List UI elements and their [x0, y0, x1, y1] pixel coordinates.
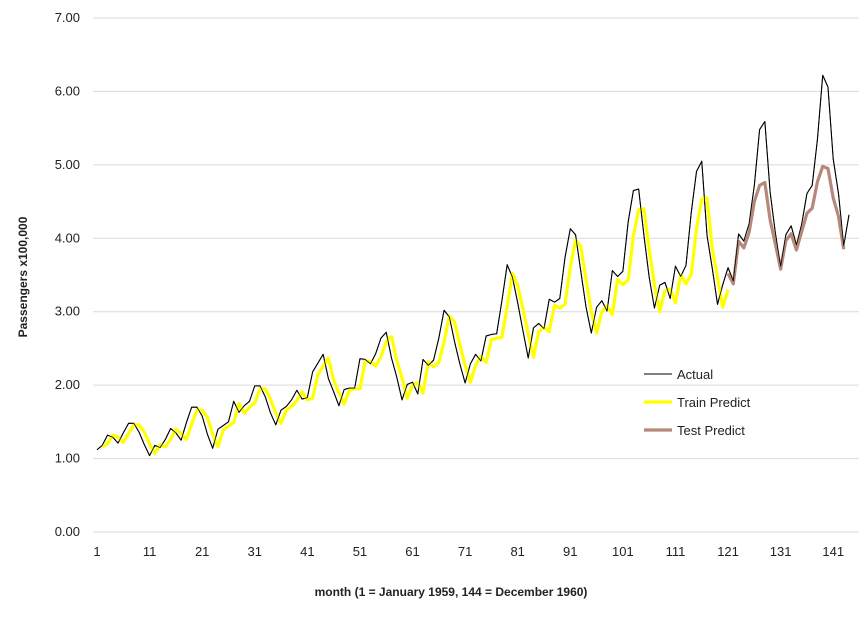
x-tick-label: 31: [248, 544, 262, 559]
x-tick-label: 51: [353, 544, 367, 559]
y-tick-label: 1.00: [55, 451, 80, 466]
x-tick-label: 41: [300, 544, 314, 559]
y-tick-label: 5.00: [55, 157, 80, 172]
x-tick-label: 131: [770, 544, 792, 559]
x-tick-label: 141: [822, 544, 844, 559]
x-tick-label: 101: [612, 544, 634, 559]
legend-label-actual: Actual: [677, 367, 713, 382]
y-tick-label: 4.00: [55, 230, 80, 245]
y-tick-label: 0.00: [55, 524, 80, 539]
gridlines: [93, 17, 859, 533]
x-tick-label: 61: [405, 544, 419, 559]
series-line-actual-overlay: [96, 74, 850, 457]
x-tick-label: 21: [195, 544, 209, 559]
series-line-test-predict: [726, 164, 846, 286]
series-halo-test-predict: [726, 164, 846, 287]
legend: Actual Train Predict Test Predict: [644, 367, 751, 438]
legend-label-test-predict: Test Predict: [677, 423, 745, 438]
x-tick-label: 1: [93, 544, 100, 559]
legend-label-train-predict: Train Predict: [677, 395, 751, 410]
x-tick-label: 81: [510, 544, 524, 559]
y-tick-labels: 0.00 1.00 2.00 3.00 4.00 5.00 6.00 7.00: [55, 10, 80, 539]
x-tick-label: 111: [666, 544, 686, 559]
x-tick-labels: 1 11 21 31 41 51 61 71 81 91 101 111 121 131 141: [93, 544, 844, 559]
x-tick-label: 121: [717, 544, 739, 559]
y-tick-label: 3.00: [55, 304, 80, 319]
y-tick-label: 6.00: [55, 83, 80, 98]
y-tick-label: 2.00: [55, 377, 80, 392]
series-lines: [96, 74, 850, 457]
series-line-train-predict: [101, 196, 730, 456]
x-tick-label: 71: [458, 544, 472, 559]
x-tick-label: 11: [143, 544, 157, 559]
y-tick-label: 7.00: [55, 10, 80, 25]
y-axis-title: Passengers x100,000: [16, 216, 30, 337]
x-tick-label: 91: [563, 544, 577, 559]
x-axis-title: month (1 = January 1959, 144 = December …: [315, 585, 588, 599]
